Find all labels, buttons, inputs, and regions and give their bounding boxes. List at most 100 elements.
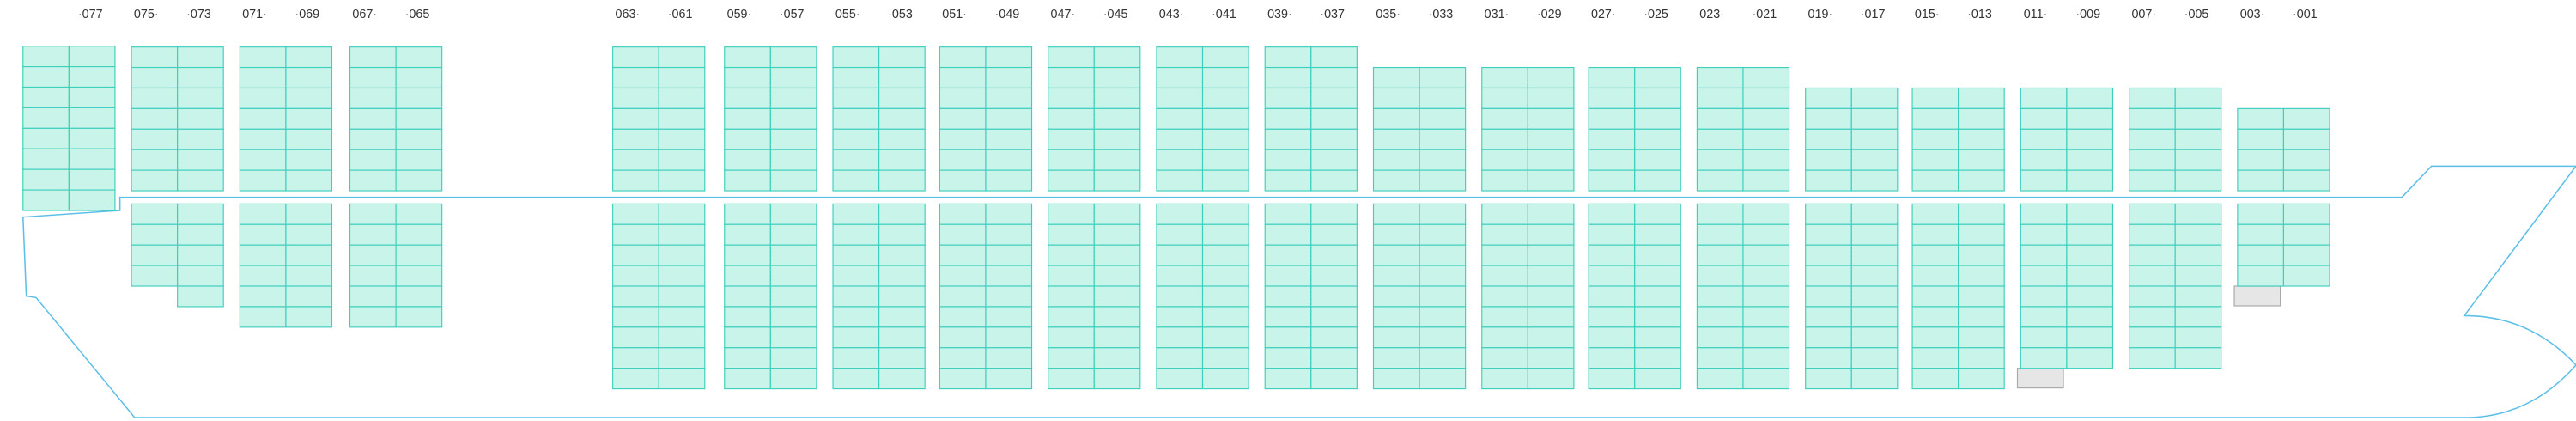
container-slot bbox=[1696, 203, 1744, 225]
container-slot bbox=[724, 368, 771, 390]
container-slot bbox=[1634, 223, 1681, 246]
container-slot bbox=[939, 368, 987, 390]
container-slot bbox=[1093, 46, 1141, 69]
container-slot bbox=[1093, 203, 1141, 225]
container-slot bbox=[2020, 169, 2068, 192]
container-slot bbox=[1634, 326, 1681, 349]
container-slot bbox=[878, 285, 926, 308]
container-slot bbox=[1742, 285, 1790, 308]
container-slot bbox=[1634, 107, 1681, 130]
container-slot bbox=[285, 203, 333, 225]
container-slot bbox=[1201, 128, 1249, 150]
container-slot bbox=[349, 306, 397, 328]
container-slot bbox=[878, 87, 926, 109]
container-slot bbox=[395, 306, 443, 328]
container-slot bbox=[1911, 128, 1959, 150]
container-slot bbox=[1310, 149, 1358, 171]
container-slot bbox=[1310, 326, 1358, 349]
container-slot bbox=[1372, 285, 1420, 308]
container-slot bbox=[985, 244, 1033, 266]
container-slot bbox=[1634, 306, 1681, 328]
container-slot bbox=[1419, 244, 1467, 266]
container-slot bbox=[724, 107, 771, 130]
container-slot bbox=[177, 265, 224, 287]
container-slot bbox=[1481, 87, 1528, 109]
container-slot bbox=[239, 169, 287, 192]
container-slot bbox=[1958, 87, 2005, 109]
container-slot bbox=[724, 285, 771, 308]
container-slot bbox=[1911, 203, 1959, 225]
container-slot bbox=[68, 148, 116, 170]
container-slot bbox=[985, 223, 1033, 246]
container-slot bbox=[1156, 128, 1204, 150]
container-slot bbox=[395, 223, 443, 246]
container-slot bbox=[1958, 285, 2005, 308]
bay-label: ·041 bbox=[1212, 8, 1236, 21]
container-slot bbox=[1527, 265, 1575, 287]
container-slot bbox=[724, 203, 771, 225]
container-slot bbox=[2066, 306, 2114, 328]
bay-label: ·065 bbox=[405, 8, 430, 21]
container-slot bbox=[2129, 128, 2176, 150]
container-slot bbox=[2020, 285, 2068, 308]
container-slot bbox=[1588, 347, 1636, 369]
container-slot bbox=[22, 46, 70, 68]
container-slot bbox=[2174, 87, 2222, 109]
container-slot bbox=[349, 203, 397, 225]
container-slot bbox=[1372, 265, 1420, 287]
container-slot bbox=[1264, 46, 1312, 69]
container-slot bbox=[2066, 149, 2114, 171]
container-slot bbox=[1527, 203, 1575, 225]
container-slot bbox=[1048, 169, 1095, 192]
container-slot bbox=[1156, 306, 1204, 328]
container-slot bbox=[939, 203, 987, 225]
bay-label: ·025 bbox=[1643, 8, 1668, 21]
container-slot bbox=[2066, 87, 2114, 109]
container-slot bbox=[1201, 306, 1249, 328]
container-slot bbox=[1911, 169, 1959, 192]
container-slot bbox=[395, 87, 443, 109]
container-slot bbox=[68, 189, 116, 211]
container-slot bbox=[769, 347, 817, 369]
container-slot bbox=[1742, 169, 1790, 192]
container-slot bbox=[1156, 149, 1204, 171]
container-slot bbox=[2129, 169, 2176, 192]
container-slot bbox=[1093, 244, 1141, 266]
container-slot bbox=[769, 149, 817, 171]
container-slot bbox=[1634, 128, 1681, 150]
container-slot bbox=[1588, 265, 1636, 287]
container-slot bbox=[1048, 326, 1095, 349]
container-slot bbox=[878, 128, 926, 150]
container-slot bbox=[878, 265, 926, 287]
container-slot bbox=[1696, 265, 1744, 287]
container-slot bbox=[1911, 347, 1959, 369]
container-slot bbox=[285, 128, 333, 150]
container-slot bbox=[1527, 244, 1575, 266]
container-slot bbox=[1372, 128, 1420, 150]
container-slot bbox=[1481, 285, 1528, 308]
container-slot bbox=[832, 203, 880, 225]
bay-label: ·037 bbox=[1320, 8, 1345, 21]
container-slot bbox=[1419, 87, 1467, 109]
container-slot bbox=[724, 265, 771, 287]
container-slot bbox=[1419, 265, 1467, 287]
container-slot bbox=[349, 265, 397, 287]
bay-label: ·029 bbox=[1537, 8, 1562, 21]
container-slot bbox=[239, 107, 287, 130]
container-slot bbox=[769, 265, 817, 287]
container-slot bbox=[1742, 265, 1790, 287]
container-slot bbox=[1588, 107, 1636, 130]
container-slot bbox=[1850, 326, 1899, 349]
container-slot bbox=[1156, 66, 1204, 89]
container-slot bbox=[1093, 306, 1141, 328]
container-slot bbox=[2282, 149, 2330, 171]
container-slot bbox=[1958, 265, 2005, 287]
container-slot bbox=[285, 149, 333, 171]
container-slot bbox=[724, 326, 771, 349]
container-slot bbox=[1805, 265, 1852, 287]
container-slot bbox=[1481, 326, 1528, 349]
container-slot bbox=[1634, 87, 1681, 109]
container-slot bbox=[769, 223, 817, 246]
container-slot bbox=[612, 203, 659, 225]
container-slot bbox=[1048, 223, 1095, 246]
